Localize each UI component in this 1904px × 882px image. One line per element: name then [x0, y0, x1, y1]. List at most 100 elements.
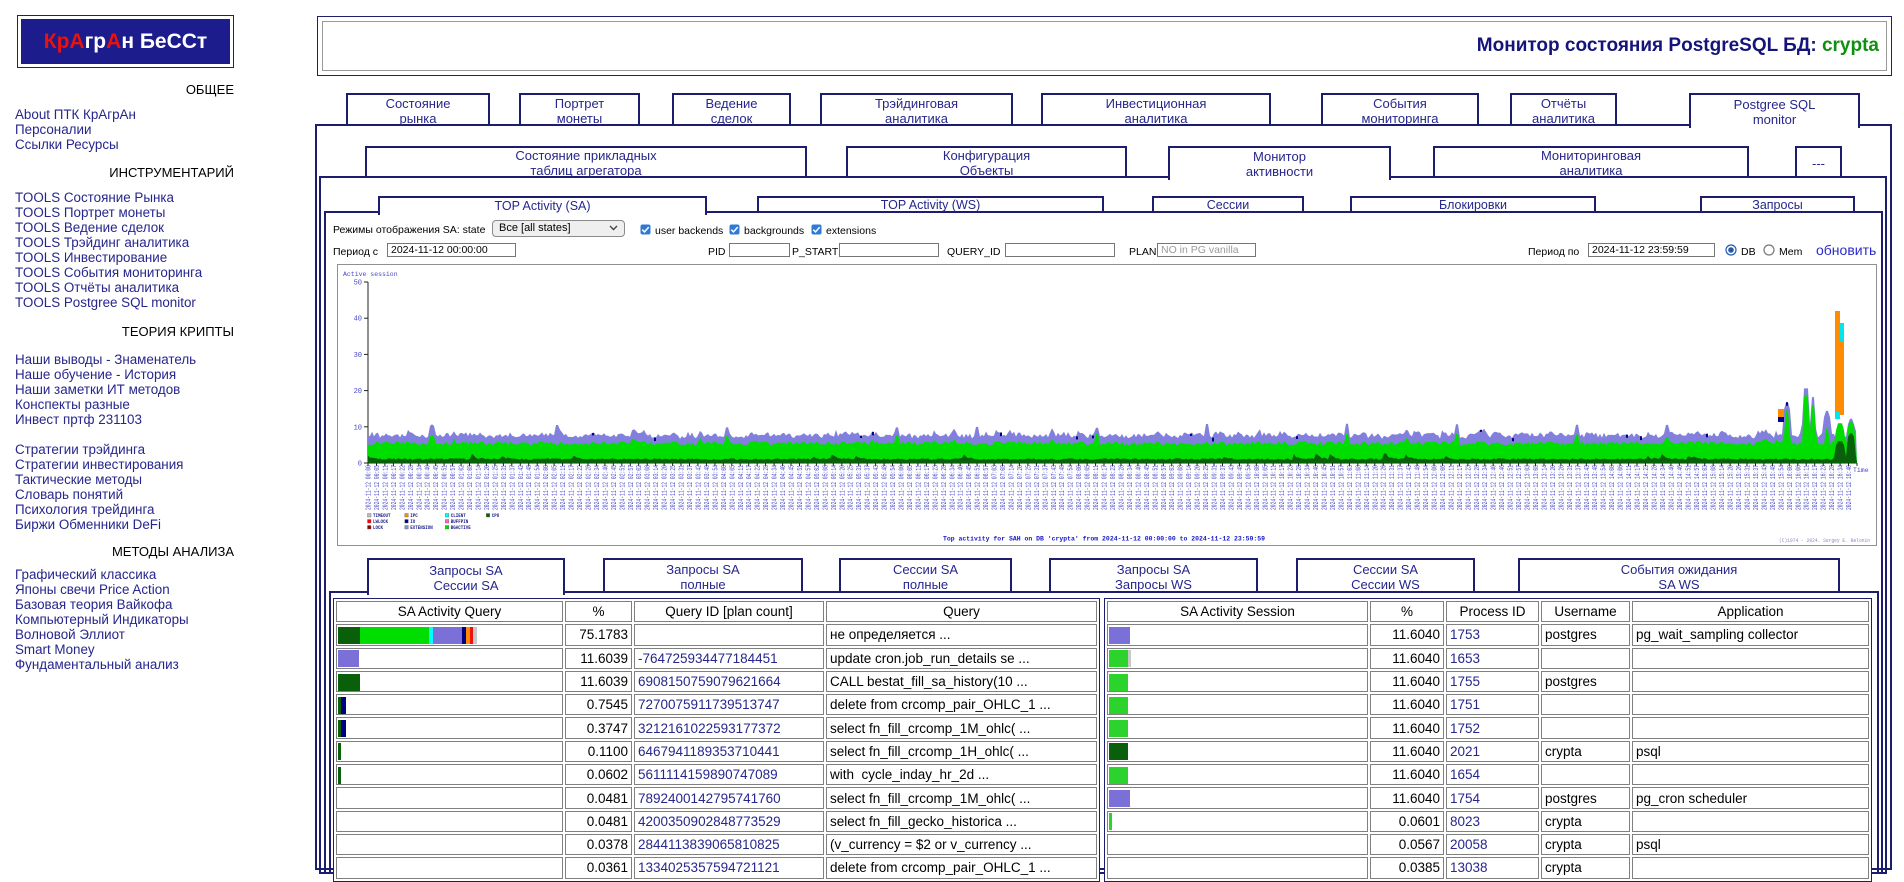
- svg-text:2024-11-12 12:34: 2024-11-12 12:34: [1482, 465, 1490, 510]
- svg-text:2024-11-12 02:34: 2024-11-12 02:34: [594, 465, 602, 510]
- svg-text:2024-11-12 15:20: 2024-11-12 15:20: [1728, 465, 1736, 510]
- svg-text:40: 40: [354, 316, 362, 324]
- svg-text:2024-11-12 00:11: 2024-11-12 00:11: [382, 465, 390, 510]
- svg-text:2024-11-12 16:34: 2024-11-12 16:34: [1838, 465, 1846, 510]
- svg-text:2024-11-12 07:14: 2024-11-12 07:14: [1009, 465, 1017, 510]
- svg-text:2024-11-12 09:48: 2024-11-12 09:48: [1237, 465, 1245, 510]
- svg-text:2024-11-12 16:23: 2024-11-12 16:23: [1821, 465, 1829, 510]
- svg-text:2024-11-12 14:57: 2024-11-12 14:57: [1694, 465, 1702, 510]
- svg-text:2024-11-12 01:02: 2024-11-12 01:02: [459, 465, 467, 510]
- svg-text:2024-11-12 13:31: 2024-11-12 13:31: [1567, 465, 1575, 510]
- svg-text:2024-11-12 09:37: 2024-11-12 09:37: [1220, 465, 1228, 510]
- svg-text:2024-11-12 10:34: 2024-11-12 10:34: [1305, 465, 1313, 510]
- svg-text:2024-11-12 06:51: 2024-11-12 06:51: [975, 465, 983, 510]
- svg-text:2024-11-12 04:17: 2024-11-12 04:17: [746, 465, 754, 510]
- svg-text:2024-11-12 04:00: 2024-11-12 04:00: [721, 465, 729, 510]
- svg-text:2024-11-12 01:54: 2024-11-12 01:54: [535, 465, 543, 510]
- svg-text:2024-11-12 00:45: 2024-11-12 00:45: [433, 465, 441, 510]
- svg-text:2024-11-12 16:17: 2024-11-12 16:17: [1812, 465, 1820, 510]
- svg-text:2024-11-12 13:48: 2024-11-12 13:48: [1592, 465, 1600, 510]
- svg-text:(C)1974 - 2024. Sergey E. Belo: (C)1974 - 2024. Sergey E. Belonin: [1779, 537, 1870, 544]
- svg-text:2024-11-12 13:20: 2024-11-12 13:20: [1550, 465, 1558, 510]
- svg-text:2024-11-12 16:40: 2024-11-12 16:40: [1846, 465, 1854, 510]
- svg-text:2024-11-12 03:31: 2024-11-12 03:31: [679, 465, 687, 510]
- svg-text:2024-11-12 12:23: 2024-11-12 12:23: [1465, 465, 1473, 510]
- svg-text:2024-11-12 12:28: 2024-11-12 12:28: [1474, 465, 1482, 510]
- svg-text:2024-11-12 14:17: 2024-11-12 14:17: [1635, 465, 1643, 510]
- svg-text:2024-11-12 03:37: 2024-11-12 03:37: [687, 465, 695, 510]
- svg-text:2024-11-12 05:08: 2024-11-12 05:08: [822, 465, 830, 510]
- svg-text:2024-11-12 06:34: 2024-11-12 06:34: [949, 465, 957, 510]
- svg-text:2024-11-12 10:57: 2024-11-12 10:57: [1338, 465, 1346, 510]
- svg-text:2024-11-12 10:40: 2024-11-12 10:40: [1313, 465, 1321, 510]
- svg-text:2024-11-12 03:42: 2024-11-12 03:42: [695, 465, 703, 510]
- svg-text:20: 20: [354, 388, 362, 396]
- svg-text:2024-11-12 08:45: 2024-11-12 08:45: [1144, 465, 1152, 510]
- svg-text:2024-11-12 14:11: 2024-11-12 14:11: [1626, 465, 1634, 510]
- svg-text:2024-11-12 12:40: 2024-11-12 12:40: [1491, 465, 1499, 510]
- svg-text:2024-11-12 10:00: 2024-11-12 10:00: [1254, 465, 1262, 510]
- svg-text:2024-11-12 01:20: 2024-11-12 01:20: [484, 465, 492, 510]
- svg-text:2024-11-12 14:34: 2024-11-12 14:34: [1660, 465, 1668, 510]
- svg-text:2024-11-12 08:05: 2024-11-12 08:05: [1085, 465, 1093, 510]
- svg-text:2024-11-12 01:31: 2024-11-12 01:31: [501, 465, 509, 510]
- svg-text:2024-11-12 10:11: 2024-11-12 10:11: [1271, 465, 1279, 510]
- svg-text:2024-11-12 10:23: 2024-11-12 10:23: [1288, 465, 1296, 510]
- svg-text:2024-11-12 06:57: 2024-11-12 06:57: [983, 465, 991, 510]
- svg-text:2024-11-12 08:40: 2024-11-12 08:40: [1135, 465, 1143, 510]
- svg-text:2024-11-12 10:45: 2024-11-12 10:45: [1322, 465, 1330, 510]
- svg-text:2024-11-12 09:08: 2024-11-12 09:08: [1178, 465, 1186, 510]
- svg-text:2024-11-12 01:48: 2024-11-12 01:48: [526, 465, 534, 510]
- svg-text:2024-11-12 04:28: 2024-11-12 04:28: [763, 465, 771, 510]
- svg-text:2024-11-12 04:05: 2024-11-12 04:05: [729, 465, 737, 510]
- svg-text:2024-11-12 08:23: 2024-11-12 08:23: [1110, 465, 1118, 510]
- svg-text:2024-11-12 12:46: 2024-11-12 12:46: [1499, 465, 1507, 510]
- svg-text:2024-11-12 08:17: 2024-11-12 08:17: [1102, 465, 1110, 510]
- svg-text:2024-11-12 03:20: 2024-11-12 03:20: [662, 465, 670, 510]
- svg-text:2024-11-12 11:37: 2024-11-12 11:37: [1398, 465, 1406, 510]
- svg-text:2024-11-12 02:11: 2024-11-12 02:11: [560, 465, 568, 510]
- svg-text:2024-11-12 12:57: 2024-11-12 12:57: [1516, 465, 1524, 510]
- svg-text:2024-11-12 12:11: 2024-11-12 12:11: [1448, 465, 1456, 510]
- svg-text:2024-11-12 09:20: 2024-11-12 09:20: [1195, 465, 1203, 510]
- svg-text:2024-11-12 04:51: 2024-11-12 04:51: [797, 465, 805, 510]
- svg-text:2024-11-12 03:54: 2024-11-12 03:54: [712, 465, 720, 510]
- svg-text:2024-11-12 04:11: 2024-11-12 04:11: [738, 465, 746, 510]
- svg-text:2024-11-12 06:17: 2024-11-12 06:17: [924, 465, 932, 510]
- svg-text:2024-11-12 07:03: 2024-11-12 07:03: [992, 465, 1000, 510]
- svg-text:2024-11-12 06:05: 2024-11-12 06:05: [907, 465, 915, 510]
- svg-text:2024-11-12 04:45: 2024-11-12 04:45: [789, 465, 797, 510]
- svg-text:2024-11-12 15:43: 2024-11-12 15:43: [1761, 465, 1769, 510]
- svg-text:2024-11-12 01:42: 2024-11-12 01:42: [518, 465, 526, 510]
- svg-text:2024-11-12 00:34: 2024-11-12 00:34: [416, 465, 424, 510]
- svg-text:2024-11-12 00:22: 2024-11-12 00:22: [399, 465, 407, 510]
- svg-text:2024-11-12 05:48: 2024-11-12 05:48: [882, 465, 890, 510]
- svg-text:2024-11-12 16:00: 2024-11-12 16:00: [1787, 465, 1795, 510]
- svg-text:2024-11-12 00:05: 2024-11-12 00:05: [374, 465, 382, 510]
- svg-text:2024-11-12 15:14: 2024-11-12 15:14: [1719, 465, 1727, 510]
- svg-text:IPC: IPC: [410, 513, 418, 519]
- svg-text:2024-11-12 07:48: 2024-11-12 07:48: [1059, 465, 1067, 510]
- svg-text:2024-11-12 01:08: 2024-11-12 01:08: [467, 465, 475, 510]
- svg-text:2024-11-12 03:48: 2024-11-12 03:48: [704, 465, 712, 510]
- svg-text:2024-11-12 06:45: 2024-11-12 06:45: [966, 465, 974, 510]
- svg-text:TIMEOUT: TIMEOUT: [373, 513, 391, 519]
- svg-text:2024-11-12 02:45: 2024-11-12 02:45: [611, 465, 619, 510]
- svg-text:2024-11-12 11:54: 2024-11-12 11:54: [1423, 465, 1431, 510]
- svg-text:2024-11-12 11:48: 2024-11-12 11:48: [1415, 465, 1423, 510]
- svg-text:2024-11-12 02:28: 2024-11-12 02:28: [586, 465, 594, 510]
- svg-text:2024-11-12 03:14: 2024-11-12 03:14: [653, 465, 661, 510]
- svg-text:2024-11-12 10:05: 2024-11-12 10:05: [1262, 465, 1270, 510]
- svg-text:2024-11-12 07:37: 2024-11-12 07:37: [1042, 465, 1050, 510]
- svg-text:2024-11-12 08:00: 2024-11-12 08:00: [1076, 465, 1084, 510]
- svg-text:2024-11-12 16:11: 2024-11-12 16:11: [1804, 465, 1812, 510]
- svg-text:2024-11-12 01:25: 2024-11-12 01:25: [492, 465, 500, 510]
- svg-text:2024-11-12 07:43: 2024-11-12 07:43: [1051, 465, 1059, 510]
- svg-text:2024-11-12 02:00: 2024-11-12 02:00: [543, 465, 551, 510]
- svg-text:2024-11-12 04:57: 2024-11-12 04:57: [805, 465, 813, 510]
- svg-text:2024-11-12 15:03: 2024-11-12 15:03: [1702, 465, 1710, 510]
- svg-text:2024-11-12 07:08: 2024-11-12 07:08: [1000, 465, 1008, 510]
- svg-text:2024-11-12 15:08: 2024-11-12 15:08: [1711, 465, 1719, 510]
- svg-text:2024-11-12 05:25: 2024-11-12 05:25: [848, 465, 856, 510]
- svg-text:2024-11-12 05:20: 2024-11-12 05:20: [839, 465, 847, 510]
